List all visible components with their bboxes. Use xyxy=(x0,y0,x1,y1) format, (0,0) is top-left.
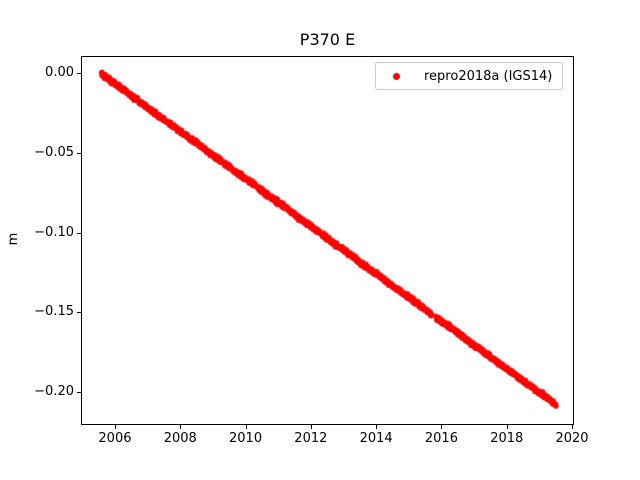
x-tick-label: 2010 xyxy=(229,431,263,446)
y-tick-label: −0.05 xyxy=(34,144,74,160)
x-tick-label: 2016 xyxy=(424,431,458,446)
y-tick-label: −0.10 xyxy=(34,224,74,240)
chart-title: P370 E xyxy=(299,30,356,49)
x-tick-label: 2020 xyxy=(555,431,589,446)
y-tick-mark xyxy=(77,312,81,314)
x-tick-mark xyxy=(441,425,443,429)
x-tick-label: 2014 xyxy=(359,431,393,446)
y-axis-label: m xyxy=(5,232,21,246)
x-tick-label: 2018 xyxy=(490,431,524,446)
x-tick-mark xyxy=(310,425,312,429)
x-tick-label: 2008 xyxy=(163,431,197,446)
y-tick-mark xyxy=(77,392,81,394)
y-tick-label: −0.15 xyxy=(34,304,74,320)
scatter-series-canvas xyxy=(82,57,573,424)
x-tick-mark xyxy=(506,425,508,429)
x-tick-mark xyxy=(572,425,574,429)
x-tick-mark xyxy=(245,425,247,429)
y-tick-mark xyxy=(77,72,81,74)
x-tick-label: 2012 xyxy=(294,431,328,446)
x-tick-mark xyxy=(114,425,116,429)
x-tick-mark xyxy=(180,425,182,429)
y-tick-mark xyxy=(77,152,81,154)
legend-marker-dot-icon xyxy=(393,72,400,80)
y-tick-mark xyxy=(77,232,81,234)
plot-area: repro2018a (IGS14) xyxy=(81,56,574,425)
legend-label: repro2018a (IGS14) xyxy=(424,68,553,84)
x-tick-mark xyxy=(376,425,378,429)
y-tick-label: 0.00 xyxy=(45,64,74,80)
y-tick-label: −0.20 xyxy=(34,384,74,400)
legend: repro2018a (IGS14) xyxy=(375,62,563,90)
x-tick-label: 2006 xyxy=(98,431,132,446)
